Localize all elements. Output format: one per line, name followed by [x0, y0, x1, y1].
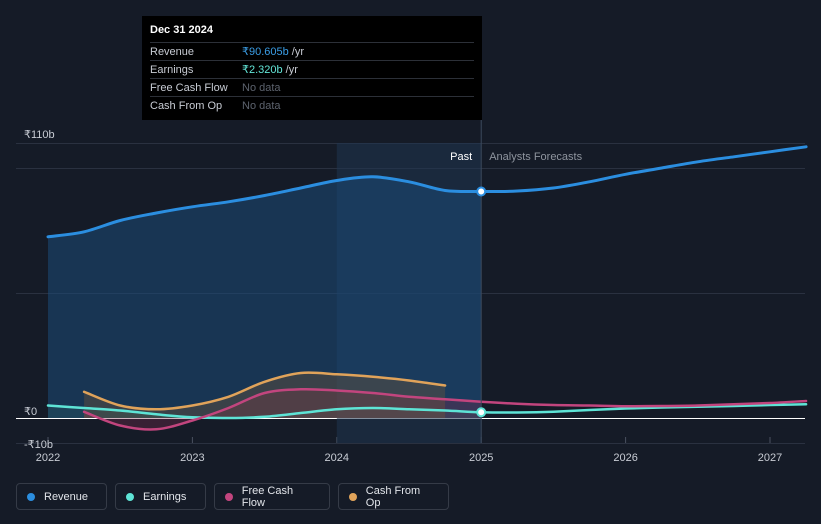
tooltip-value: No data	[242, 99, 281, 112]
y-tick-label: -₹10b	[24, 439, 53, 451]
tooltip-row-revenue: Revenue ₹90.605b /yr	[150, 42, 474, 60]
tooltip-value: ₹2.320b	[242, 64, 283, 76]
x-tick-label: 2023	[180, 452, 204, 464]
line-earnings	[46, 403, 808, 420]
line-cash-from-op	[82, 371, 447, 411]
tooltip-date: Dec 31 2024	[150, 24, 213, 36]
legend-label: Cash From Op	[365, 484, 421, 509]
legend-dot-icon	[225, 492, 233, 501]
tooltip-row-earnings: Earnings ₹2.320b /yr	[150, 60, 474, 78]
x-tick-label: 2025	[469, 452, 493, 464]
y-tick-label: ₹0	[24, 406, 37, 418]
tooltip-label: Earnings	[150, 63, 194, 76]
legend-item-free-cash-flow[interactable]: Free Cash Flow	[214, 483, 330, 510]
legend-label: Revenue	[44, 490, 89, 503]
y-tick-label: ₹110b	[24, 129, 55, 141]
y-axis-tick-labels: ₹110b ₹0 -₹10b	[24, 129, 55, 451]
area-cash-from-op	[84, 372, 446, 418]
line-revenue	[46, 145, 808, 239]
line-free-cash-flow	[82, 387, 808, 431]
x-tick-label: 2026	[613, 452, 637, 464]
hover-tooltip: Dec 31 2024 Revenue ₹90.605b /yr Earning…	[142, 16, 482, 120]
tooltip-label: Cash From Op	[150, 99, 223, 112]
legend-item-cash-from-op[interactable]: Cash From Op	[338, 483, 449, 510]
forecast-label: Analysts Forecasts	[489, 151, 582, 163]
tooltip-row-free-cash-flow: Free Cash Flow No data	[150, 78, 474, 96]
tooltip-label: Free Cash Flow	[150, 81, 228, 94]
chart-legend: Revenue Earnings Free Cash Flow Cash Fro…	[16, 483, 449, 510]
x-tick-label: 2024	[325, 452, 349, 464]
x-axis-tick-labels: 2022 2023 2024 2025 2026 2027	[36, 452, 782, 464]
earnings-hover-marker	[476, 407, 487, 418]
series-areas	[48, 176, 482, 430]
revenue-hover-marker	[476, 186, 487, 197]
tooltip-value: No data	[242, 81, 281, 94]
legend-label: Earnings	[143, 490, 187, 503]
x-tick-label: 2022	[36, 452, 60, 464]
legend-dot-icon	[126, 492, 134, 501]
legend-item-revenue[interactable]: Revenue	[16, 483, 107, 510]
series-lines	[46, 145, 808, 431]
hover-markers	[476, 186, 487, 418]
legend-dot-icon	[349, 492, 357, 501]
area-revenue	[48, 176, 482, 418]
tooltip-unit: /yr	[285, 63, 298, 76]
tooltip-unit: /yr	[291, 45, 304, 58]
legend-label: Free Cash Flow	[241, 484, 294, 509]
tooltip-row-cash-from-op: Cash From Op No data	[150, 96, 474, 114]
legend-item-earnings[interactable]: Earnings	[115, 483, 206, 510]
legend-dot-icon	[27, 492, 35, 501]
x-tick-label: 2027	[758, 452, 782, 464]
tooltip-label: Revenue	[150, 45, 195, 58]
tooltip-value: ₹90.605b	[242, 46, 289, 58]
past-label: Past	[450, 151, 472, 163]
area-free-cash-flow	[84, 389, 482, 430]
